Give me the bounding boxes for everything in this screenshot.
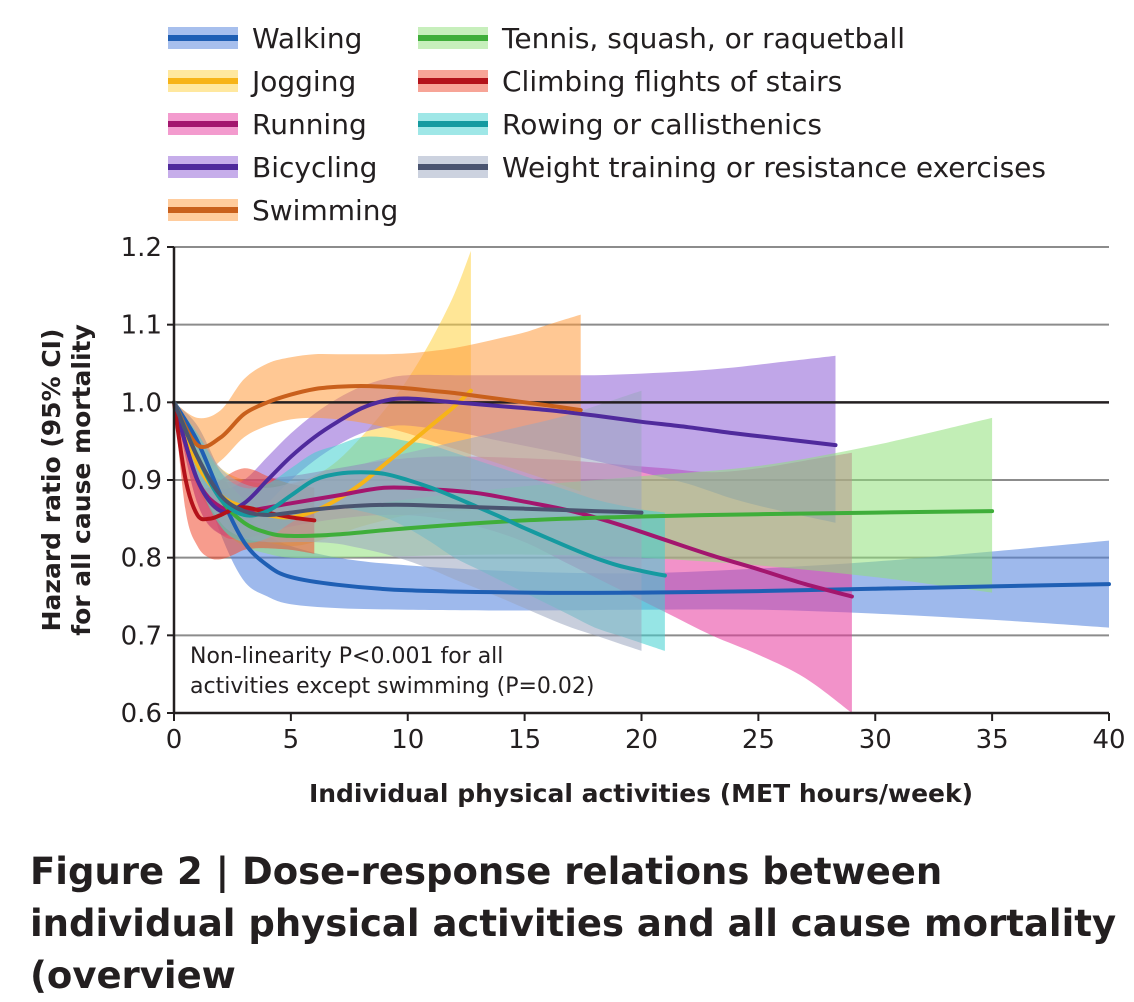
x-axis-title: Individual physical activities (MET hour… (309, 779, 973, 808)
legend-label-weight-training-or-resistance-exercises: Weight training or resistance exercises (502, 150, 1046, 184)
x-tick-label-10: 10 (391, 725, 424, 755)
x-tick-label-40: 40 (1092, 725, 1125, 755)
legend-swatch-weight-training-or-resistance-exercises (418, 156, 488, 178)
legend-swatch-line (168, 164, 238, 170)
legend-swatch-tennis-squash-or-raquetball (418, 27, 488, 49)
legend-swatch-line (418, 121, 488, 127)
legend-label-tennis-squash-or-raquetball: Tennis, squash, or raquetball (502, 21, 906, 55)
legend-swatch-line (168, 35, 238, 41)
legend-label-jogging: Jogging (252, 64, 357, 98)
y-tick-label-0-9: 0.9 (121, 466, 162, 496)
figure-caption: Figure 2 | Dose-response relations betwe… (30, 850, 1117, 997)
legend-swatch-line (168, 207, 238, 213)
legend-label-walking: Walking (252, 21, 363, 55)
x-tick-label-35: 35 (976, 725, 1009, 755)
y-tick-label-1-2: 1.2 (121, 233, 162, 263)
legend-swatch-climbing-flights-of-stairs (418, 70, 488, 92)
figure: Walking Jogging Running Bicycling Swimming Te… (30, 18, 1128, 998)
legend-swatch-line (168, 78, 238, 84)
legend-swatch-jogging (168, 70, 238, 92)
legend-item-tennis-squash-or-raquetball: Tennis, squash, or raquetball (418, 18, 905, 58)
legend-swatch-swimming (168, 199, 238, 221)
legend-label-running: Running (252, 107, 367, 141)
chart-svg: 0 5 10 15 20 25 30 35 40 0.6 0.7 0.8 0.9 1.0 1.1 1.2 No… (37, 233, 1126, 808)
legend-item-rowing-or-callisthenics: Rowing or callisthenics (418, 104, 822, 144)
y-tick-label-1-0: 1.0 (121, 388, 162, 418)
x-tick-label-20: 20 (625, 725, 658, 755)
legend-swatch-line (418, 164, 488, 170)
legend-item-bicycling: Bicycling (168, 147, 377, 187)
legend-item-swimming: Swimming (168, 190, 398, 230)
x-tick-label-30: 30 (859, 725, 892, 755)
legend-swatch-line (168, 121, 238, 127)
confidence-bands (174, 250, 1109, 713)
legend-label-rowing-or-callisthenics: Rowing or callisthenics (502, 107, 822, 141)
x-tick-label-5: 5 (283, 725, 300, 755)
tick-labels: 0 5 10 15 20 25 30 35 40 0.6 0.7 0.8 0.9 1.0 1.1 1.2 (121, 233, 1126, 755)
legend-swatch-line (418, 35, 488, 41)
legend-swatch-line (418, 78, 488, 84)
y-tick-label-0-6: 0.6 (121, 699, 162, 729)
x-tick-label-0: 0 (166, 725, 183, 755)
legend-swatch-walking (168, 27, 238, 49)
legend-item-weight-training-or-resistance-exercises: Weight training or resistance exercises (418, 147, 1046, 187)
x-tick-label-15: 15 (508, 725, 541, 755)
band-weight-training-or-resistance-exercises (174, 390, 642, 651)
legend-swatch-bicycling (168, 156, 238, 178)
y-axis-title-line-1: Hazard ratio (95% CI) (37, 329, 66, 632)
series-lines (172, 384, 1111, 599)
legend-item-jogging: Jogging (168, 61, 356, 101)
y-axis-title-line-2: for all cause mortality (67, 324, 96, 636)
legend-label-climbing-flights-of-stairs: Climbing flights of stairs (502, 64, 843, 98)
x-tick-label-25: 25 (742, 725, 775, 755)
line-bicycling (172, 396, 838, 515)
annotation-line-1: Non-linearity P<0.001 for all (190, 644, 503, 669)
line-swimming (172, 384, 583, 450)
legend-item-running: Running (168, 104, 367, 144)
y-tick-label-1-1: 1.1 (121, 311, 162, 341)
line-walking (172, 400, 1111, 595)
legend-swatch-running (168, 113, 238, 135)
legend-item-climbing-flights-of-stairs: Climbing flights of stairs (418, 61, 842, 101)
legend-swatch-rowing-or-callisthenics (418, 113, 488, 135)
chart-legend: Walking Jogging Running Bicycling Swimming Te… (168, 18, 1128, 233)
y-tick-label-0-8: 0.8 (121, 544, 162, 574)
legend-item-walking: Walking (168, 18, 362, 58)
annotation-line-2: activities except swimming (P=0.02) (190, 674, 594, 699)
legend-label-bicycling: Bicycling (252, 150, 378, 184)
line-weight-training-or-resistance-exercises (172, 400, 644, 518)
legend-label-swimming: Swimming (252, 193, 399, 227)
y-tick-label-0-7: 0.7 (121, 621, 162, 651)
